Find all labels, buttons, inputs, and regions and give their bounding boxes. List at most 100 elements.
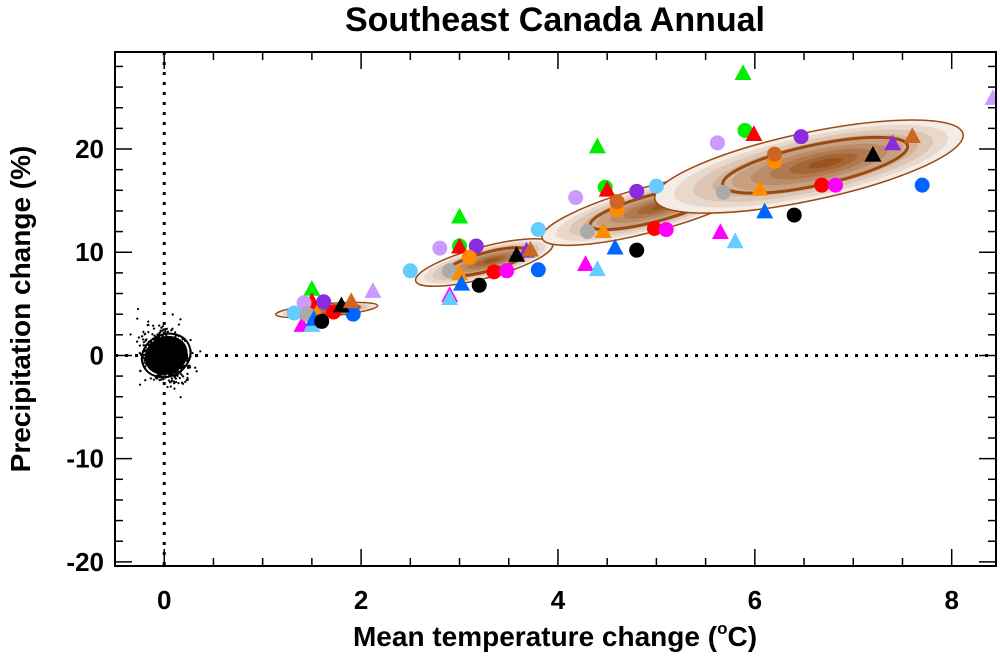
noise-point <box>136 307 140 311</box>
marker-green-triangle <box>451 207 469 224</box>
noise-point <box>159 329 162 333</box>
marker-lilac-circle <box>296 295 312 311</box>
noise-point <box>137 336 141 339</box>
marker-sky-blue-circle <box>648 178 664 194</box>
y-tick-label: 20 <box>75 134 104 164</box>
noise-point <box>188 366 192 369</box>
x-axis-label: Mean temperature change (oC) <box>353 619 757 652</box>
marker-brown-triangle <box>342 292 360 309</box>
marker-black-triangle <box>864 145 882 162</box>
marker-blue-circle <box>530 262 546 278</box>
noise-point <box>172 381 176 385</box>
marker-magenta-circle <box>499 263 515 279</box>
noise-points <box>129 307 202 399</box>
plot-area <box>115 52 996 566</box>
noise-point <box>186 372 189 376</box>
marker-gray-circle <box>715 184 731 200</box>
noise-point <box>170 377 174 380</box>
marker-magenta-triangle <box>711 223 729 239</box>
marker-red-circle <box>646 220 662 236</box>
noise-point <box>142 343 145 347</box>
noise-core <box>144 335 188 376</box>
noise-point <box>167 379 171 382</box>
noise-point <box>161 324 165 328</box>
x-tick-label: 6 <box>748 585 762 615</box>
marker-red-triangle <box>451 237 469 254</box>
marker-red-triangle <box>745 125 763 141</box>
marker-orange-triangle <box>751 179 769 196</box>
marker-red-circle <box>486 264 502 280</box>
x-tick-label: 0 <box>157 585 171 615</box>
density-band <box>808 157 843 169</box>
noise-point <box>157 324 161 327</box>
marker-magenta-circle <box>828 177 844 193</box>
marker-orange-triangle <box>451 264 469 281</box>
noise-point <box>181 375 185 378</box>
marker-lilac-circle <box>568 190 584 206</box>
natural-variability-cloud <box>129 307 202 399</box>
noise-point <box>160 378 164 381</box>
noise-point <box>178 376 182 380</box>
noise-point <box>179 318 182 321</box>
noise-point <box>173 331 177 334</box>
model-markers <box>286 64 996 332</box>
noise-point <box>135 340 139 343</box>
noise-point <box>195 369 198 373</box>
y-tick-label: -10 <box>66 444 104 474</box>
noise-point <box>171 313 175 316</box>
marker-orange-circle <box>461 249 477 265</box>
marker-orange-triangle <box>594 222 612 238</box>
marker-purple-circle <box>793 129 809 145</box>
reference-lines <box>115 52 996 566</box>
noise-point <box>174 380 178 384</box>
noise-point <box>146 320 150 323</box>
marker-red-circle <box>814 177 830 193</box>
x-axis-label-unit: C) <box>727 621 757 652</box>
noise-point <box>138 369 142 373</box>
noise-point <box>142 330 145 334</box>
marker-brown-circle <box>767 146 783 162</box>
marker-lilac-triangle <box>984 89 996 105</box>
noise-point <box>144 339 147 343</box>
noise-point <box>180 373 184 377</box>
noise-point <box>142 340 146 344</box>
marker-green-circle <box>737 122 753 138</box>
noise-point <box>198 350 202 353</box>
noise-point <box>158 331 162 334</box>
marker-magenta-triangle <box>577 255 595 271</box>
noise-point <box>189 338 192 342</box>
marker-sky-blue-triangle <box>441 289 459 306</box>
noise-point <box>151 332 154 336</box>
marker-blue-circle <box>345 306 361 322</box>
marker-gray-circle <box>579 224 595 240</box>
marker-sky-blue-triangle <box>726 232 744 249</box>
y-axis-label: Precipitation change (%) <box>5 146 36 473</box>
noise-point <box>166 385 169 389</box>
marker-purple-circle <box>629 183 645 199</box>
marker-blue-triangle <box>756 202 774 219</box>
noise-point <box>149 377 153 380</box>
noise-point <box>146 323 149 327</box>
noise-point <box>174 377 178 380</box>
marker-black-circle <box>629 242 645 258</box>
noise-point <box>181 382 185 386</box>
x-axis-label-main: Mean temperature change ( <box>353 621 718 652</box>
noise-point <box>166 330 170 333</box>
noise-point <box>161 328 164 332</box>
noise-point <box>158 378 161 382</box>
y-tick-label: 10 <box>75 237 104 267</box>
plot-border <box>114 51 997 567</box>
noise-point <box>138 351 142 355</box>
x-tick-label: 4 <box>551 585 566 615</box>
noise-point <box>152 378 156 382</box>
x-tick-label: 8 <box>944 585 958 615</box>
noise-contour <box>140 332 192 379</box>
noise-point <box>171 379 174 382</box>
marker-green-triangle <box>734 64 752 81</box>
marker-blue-triangle <box>606 238 624 255</box>
y-tick-label: 0 <box>90 340 104 370</box>
noise-point <box>151 324 155 328</box>
noise-point <box>169 328 173 332</box>
marker-brown-triangle <box>903 127 921 144</box>
